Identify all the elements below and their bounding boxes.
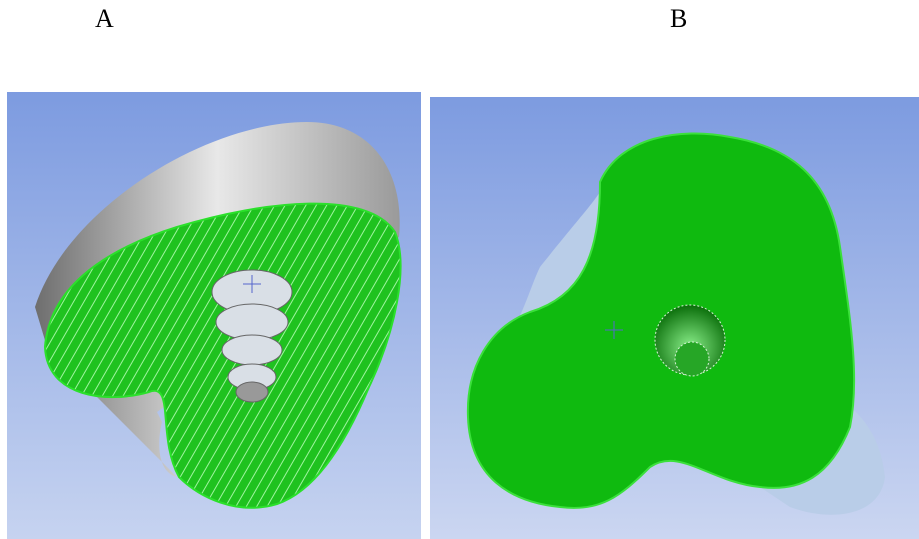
figure: A B (() => { con [0, 0, 919, 539]
bore-bottom [675, 342, 709, 376]
panel-label: A [95, 4, 114, 34]
panel-a-view [7, 92, 421, 539]
panel-b-view [430, 97, 919, 539]
panel-label: B [670, 4, 687, 34]
